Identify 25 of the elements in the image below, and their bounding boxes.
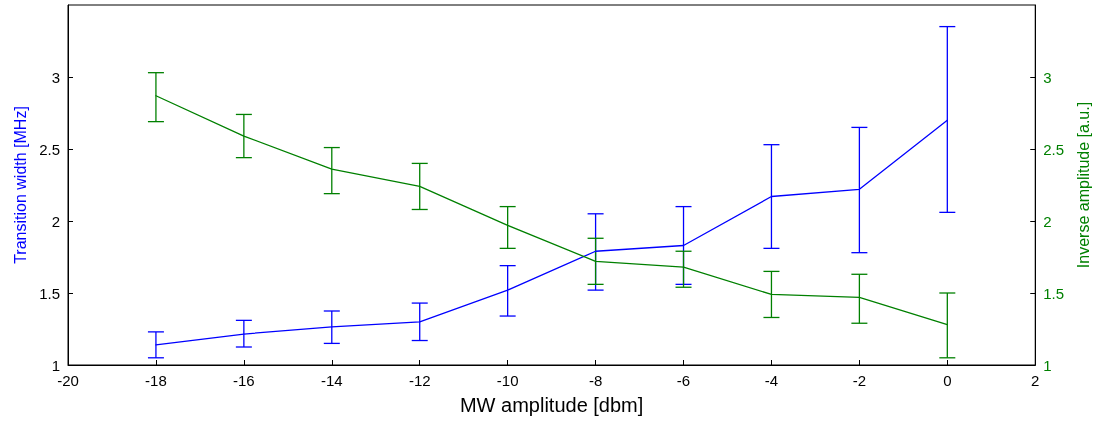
x-tick-label: -8 bbox=[588, 372, 603, 389]
y-tick-label: 1 bbox=[51, 356, 60, 374]
x-tick-label: -20 bbox=[57, 372, 79, 389]
x-tick-label: -4 bbox=[764, 372, 779, 389]
x-tick-label: -6 bbox=[676, 372, 691, 389]
y2-tick-label: 1.5 bbox=[1043, 284, 1065, 302]
y-tick-label: 3 bbox=[51, 68, 60, 86]
y2-axis-title: Inverse amplitude [a.u.] bbox=[1074, 101, 1092, 269]
x-axis-title: MW amplitude [dbm] bbox=[459, 394, 644, 416]
x-tick-label: -2 bbox=[852, 372, 867, 389]
y-tick-label: 2 bbox=[51, 212, 60, 230]
y-axis-title: Transition width [MHz] bbox=[11, 106, 29, 264]
x-tick-label: -14 bbox=[320, 372, 343, 389]
x-tick-label: -18 bbox=[145, 372, 167, 389]
y2-tick-label: 2.5 bbox=[1043, 140, 1065, 158]
y-tick-label: 2.5 bbox=[39, 140, 60, 158]
x-tick-label: -10 bbox=[496, 372, 519, 389]
y2-tick-label: 1 bbox=[1043, 356, 1052, 374]
y2-tick-label: 3 bbox=[1043, 68, 1052, 86]
y-tick-label: 1.5 bbox=[39, 284, 60, 302]
x-tick-label: 0 bbox=[943, 372, 952, 389]
y2-tick-label: 2 bbox=[1043, 212, 1052, 230]
x-tick-label: -12 bbox=[408, 372, 431, 389]
x-tick-label: -16 bbox=[233, 372, 255, 389]
x-tick-label: 2 bbox=[1031, 372, 1040, 389]
